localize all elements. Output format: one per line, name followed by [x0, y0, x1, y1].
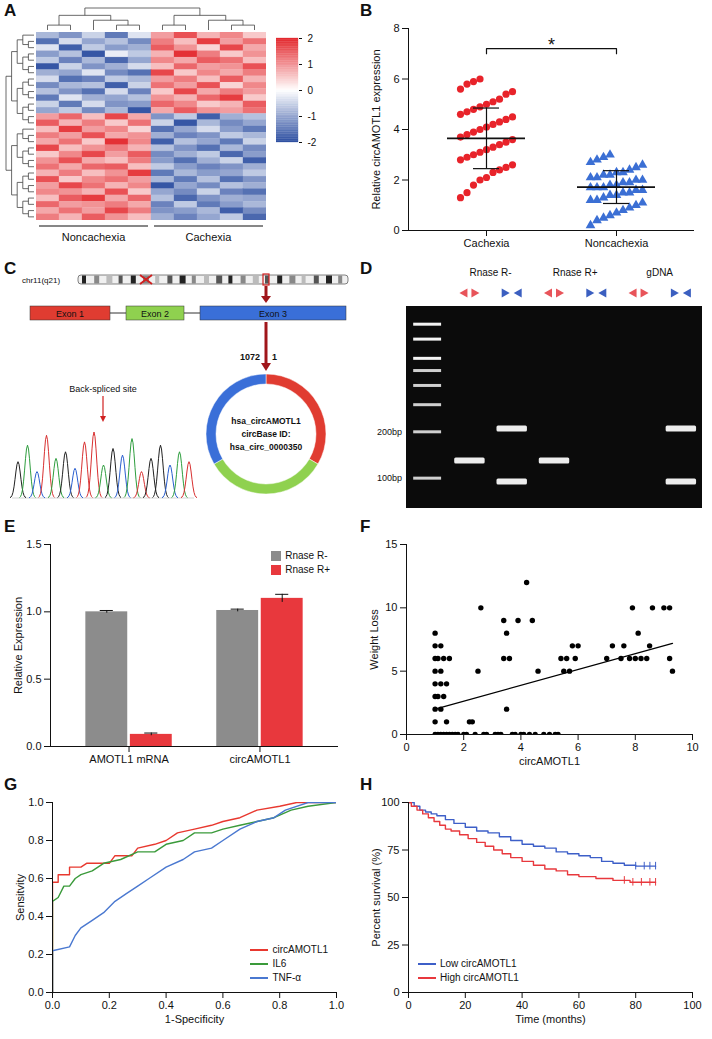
svg-text:1072: 1072: [240, 352, 260, 362]
svg-text:Time (months): Time (months): [515, 1013, 586, 1025]
svg-text:Relative Expression: Relative Expression: [12, 597, 24, 694]
svg-text:0: 0: [308, 85, 314, 96]
svg-text:0.6: 0.6: [215, 999, 230, 1011]
svg-text:0.6: 0.6: [28, 872, 43, 884]
html-text:Rnase R+: Rnase R+: [285, 564, 330, 575]
svg-text:75: 75: [387, 844, 399, 856]
svg-text:8: 8: [393, 22, 399, 34]
svg-text:2: 2: [393, 174, 399, 186]
svg-text:100: 100: [381, 796, 399, 808]
svg-text:0.0: 0.0: [45, 999, 60, 1011]
svg-text:5: 5: [391, 665, 397, 677]
svg-text:50: 50: [387, 891, 399, 903]
html-text:B: B: [360, 1, 373, 20]
svg-text:Relative circAMOTL1 expression: Relative circAMOTL1 expression: [370, 49, 382, 209]
svg-text:Sensitvity: Sensitvity: [14, 873, 26, 921]
svg-text:1.5: 1.5: [26, 538, 41, 550]
svg-text:0: 0: [405, 999, 411, 1011]
html-text:IL6: IL6: [272, 958, 287, 969]
svg-text:Rnase R-: Rnase R-: [469, 267, 511, 278]
svg-text:Rnase R+: Rnase R+: [553, 267, 598, 278]
svg-text:15: 15: [385, 538, 397, 550]
svg-text:60: 60: [573, 999, 585, 1011]
svg-text:gDNA: gDNA: [646, 267, 673, 278]
html-text:F: F: [360, 517, 371, 536]
svg-text:2: 2: [308, 33, 314, 44]
svg-text:20: 20: [459, 999, 471, 1011]
svg-text:circAMOTL1: circAMOTL1: [519, 755, 580, 767]
svg-text:200bp: 200bp: [377, 427, 402, 437]
html-text:A: A: [4, 1, 17, 20]
svg-text:*: *: [548, 35, 555, 55]
svg-text:Exon 3: Exon 3: [259, 309, 287, 319]
svg-text:chr11(q21): chr11(q21): [22, 276, 60, 285]
html-text:G: G: [4, 775, 18, 794]
svg-text:Exon 2: Exon 2: [141, 309, 169, 319]
html-text:TNF-α: TNF-α: [272, 972, 301, 983]
svg-text:0: 0: [391, 728, 397, 740]
html-text:E: E: [4, 517, 16, 536]
svg-text:1-Specificity: 1-Specificity: [165, 1013, 225, 1025]
svg-text:4: 4: [393, 123, 399, 135]
svg-text:8: 8: [632, 741, 638, 753]
svg-text:0.2: 0.2: [28, 948, 43, 960]
svg-text:0.0: 0.0: [28, 986, 43, 998]
html-text:circAMOTL1: circAMOTL1: [272, 944, 328, 955]
svg-text:100: 100: [683, 999, 701, 1011]
svg-text:hsa_circAMOTL1: hsa_circAMOTL1: [231, 416, 301, 426]
svg-text:0.2: 0.2: [102, 999, 117, 1011]
svg-text:100bp: 100bp: [377, 473, 402, 483]
svg-text:circBase ID:: circBase ID:: [241, 429, 290, 439]
svg-text:1.0: 1.0: [329, 999, 344, 1011]
svg-text:Cachexia: Cachexia: [186, 231, 233, 243]
svg-text:AMOTL1 mRNA: AMOTL1 mRNA: [89, 753, 169, 765]
html-text:C: C: [4, 259, 17, 278]
svg-text:0: 0: [403, 741, 409, 753]
svg-text:0.0: 0.0: [26, 740, 41, 752]
html-text:High circAMOTL1: High circAMOTL1: [440, 972, 519, 983]
svg-text:6: 6: [393, 73, 399, 85]
svg-text:0.8: 0.8: [272, 999, 287, 1011]
svg-text:2: 2: [461, 741, 467, 753]
html-text:H: H: [360, 775, 373, 794]
svg-text:Noncachexia: Noncachexia: [62, 231, 126, 243]
svg-text:4: 4: [518, 741, 524, 753]
svg-text:0.4: 0.4: [158, 999, 173, 1011]
svg-text:10: 10: [686, 741, 698, 753]
html-text:D: D: [360, 259, 373, 278]
svg-text:Cachexia: Cachexia: [464, 237, 511, 249]
svg-text:10: 10: [385, 601, 397, 613]
svg-text:0: 0: [393, 986, 399, 998]
svg-text:0: 0: [393, 224, 399, 236]
svg-text:Percent survival (%): Percent survival (%): [370, 848, 382, 946]
svg-text:1: 1: [308, 59, 314, 70]
svg-text:Weight Loss: Weight Loss: [368, 609, 380, 670]
svg-text:hsa_circ_0000350: hsa_circ_0000350: [230, 442, 303, 452]
html-text:Low circAMOTL1: Low circAMOTL1: [440, 958, 517, 969]
svg-text:1: 1: [272, 352, 277, 362]
svg-text:0.4: 0.4: [28, 910, 43, 922]
svg-text:1.0: 1.0: [26, 605, 41, 617]
svg-text:-1: -1: [308, 111, 317, 122]
svg-text:0.8: 0.8: [28, 834, 43, 846]
svg-text:circAMOTL1: circAMOTL1: [229, 753, 290, 765]
svg-text:Back-spliced site: Back-spliced site: [69, 384, 137, 394]
svg-text:1.0: 1.0: [28, 796, 43, 808]
html-text:Rnase R-: Rnase R-: [285, 550, 328, 561]
svg-text:6: 6: [575, 741, 581, 753]
svg-text:25: 25: [387, 939, 399, 951]
svg-text:-2: -2: [308, 137, 317, 148]
svg-text:Exon 1: Exon 1: [56, 309, 84, 319]
svg-text:80: 80: [630, 999, 642, 1011]
svg-text:Noncachexia: Noncachexia: [585, 237, 649, 249]
svg-text:40: 40: [516, 999, 528, 1011]
svg-text:0.5: 0.5: [26, 673, 41, 685]
